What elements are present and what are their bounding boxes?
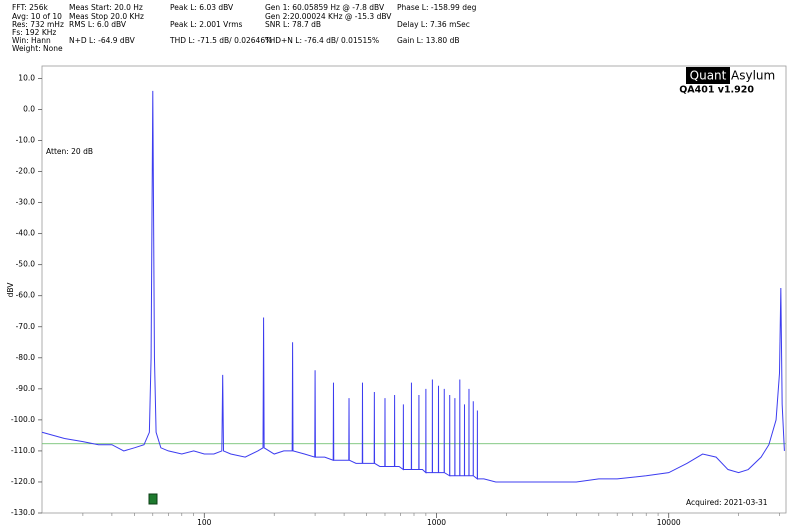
y-tick-label: -110.0: [11, 446, 35, 455]
y-tick-label: -90.0: [16, 384, 36, 393]
y-tick-label: -30.0: [16, 198, 36, 207]
annotation: Peak L: 2.001 Vrms: [170, 20, 243, 29]
x-tick-label: 1000: [427, 518, 446, 527]
annotation: Atten: 20 dB: [46, 147, 93, 156]
annotation: FFT: 256k: [12, 3, 48, 12]
annotation: Meas Stop 20.0 KHz: [69, 12, 144, 21]
logo-right: Asylum: [731, 69, 775, 83]
annotation: Win: Hann: [12, 36, 51, 45]
y-tick-label: -60.0: [16, 291, 36, 300]
logo-box: [686, 67, 730, 84]
annotation: Weight: None: [12, 44, 63, 53]
logo-left: Quant: [690, 69, 727, 83]
y-tick-label: 10.0: [18, 73, 35, 82]
y-tick-label: -20.0: [16, 167, 36, 176]
y-tick-label: -80.0: [16, 353, 36, 362]
annotation: Res: 732 mHz: [12, 20, 64, 29]
version: QA401 v1.920: [679, 85, 754, 96]
annotation: THD L: -71.5 dB/ 0.02646%: [169, 36, 272, 45]
annotation: Acquired: 2021-03-31: [686, 498, 768, 507]
annotation: Meas Start: 20.0 Hz: [69, 3, 143, 12]
y-tick-label: -120.0: [11, 477, 35, 486]
y-tick-label: -40.0: [16, 229, 36, 238]
annotation: RMS L: 6.0 dBV: [69, 20, 127, 29]
annotation: Avg: 10 of 10: [12, 12, 62, 21]
annotation: SNR L: 78.7 dB: [265, 20, 321, 29]
y-axis-label: dBV: [6, 282, 15, 298]
marker: [148, 493, 158, 505]
annotation: Gen 2:20.00024 KHz @ -15.3 dBV: [265, 12, 392, 21]
annotation: Fs: 192 KHz: [12, 28, 56, 37]
y-tick-label: -100.0: [11, 415, 35, 424]
annotation: Delay L: 7.36 mSec: [397, 20, 470, 29]
annotation: Gain L: 13.80 dB: [397, 36, 459, 45]
annotation: THD+N L: -76.4 dB/ 0.01515%: [264, 36, 379, 45]
annotation: Peak L: 6.03 dBV: [170, 3, 234, 12]
annotation: Gen 1: 60.05859 Hz @ -7.8 dBV: [265, 3, 385, 12]
y-tick-label: -10.0: [16, 136, 36, 145]
annotation: Phase L: -158.99 deg: [397, 3, 477, 12]
y-tick-label: -70.0: [16, 322, 36, 331]
y-tick-label: 0.0: [23, 104, 35, 113]
annotation: N+D L: -64.9 dBV: [69, 36, 136, 45]
x-tick-label: 10000: [657, 518, 681, 527]
y-tick-label: -130.0: [11, 508, 35, 517]
x-tick-label: 100: [197, 518, 212, 527]
y-tick-label: -50.0: [16, 260, 36, 269]
spectrum-line: [41, 90, 785, 483]
